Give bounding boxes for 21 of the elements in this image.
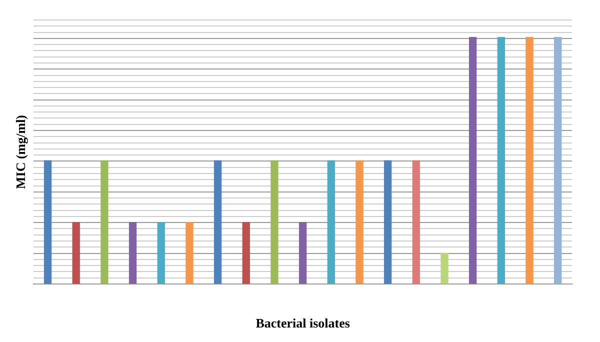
bar bbox=[526, 36, 534, 284]
bar bbox=[440, 252, 448, 284]
bar bbox=[497, 36, 505, 284]
bar bbox=[186, 222, 194, 284]
bar bbox=[100, 160, 108, 284]
bar bbox=[270, 160, 278, 284]
bar bbox=[356, 160, 364, 284]
bar bbox=[298, 222, 307, 284]
bar bbox=[242, 222, 250, 284]
bar bbox=[468, 36, 477, 284]
bar bbox=[214, 160, 222, 284]
bar bbox=[44, 160, 52, 284]
bar bbox=[327, 160, 335, 284]
bar bbox=[157, 222, 165, 284]
x-axis-title: Bacterial isolates bbox=[256, 316, 350, 331]
bar bbox=[554, 36, 562, 284]
bar bbox=[412, 160, 420, 284]
y-axis-title: MIC (mg/ml) bbox=[13, 114, 28, 190]
bar bbox=[72, 222, 80, 284]
bar bbox=[384, 160, 392, 284]
bar bbox=[128, 222, 137, 284]
